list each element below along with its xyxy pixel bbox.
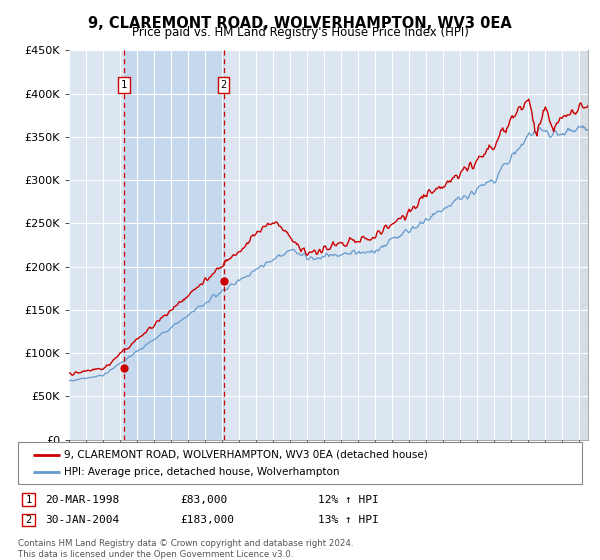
Text: 12% ↑ HPI: 12% ↑ HPI: [318, 494, 379, 505]
Text: 1: 1: [26, 494, 32, 505]
Text: 20-MAR-1998: 20-MAR-1998: [45, 494, 119, 505]
Bar: [580, 50, 588, 440]
Text: 9, CLAREMONT ROAD, WOLVERHAMPTON, WV3 0EA (detached house): 9, CLAREMONT ROAD, WOLVERHAMPTON, WV3 0E…: [64, 450, 428, 460]
Text: 2: 2: [220, 80, 227, 90]
Text: £83,000: £83,000: [180, 494, 227, 505]
Text: 13% ↑ HPI: 13% ↑ HPI: [318, 515, 379, 525]
Text: Contains HM Land Registry data © Crown copyright and database right 2024.
This d: Contains HM Land Registry data © Crown c…: [18, 539, 353, 559]
Text: 30-JAN-2004: 30-JAN-2004: [45, 515, 119, 525]
Text: Price paid vs. HM Land Registry's House Price Index (HPI): Price paid vs. HM Land Registry's House …: [131, 26, 469, 39]
Bar: [124, 50, 224, 440]
Text: 2: 2: [26, 515, 32, 525]
Text: 9, CLAREMONT ROAD, WOLVERHAMPTON, WV3 0EA: 9, CLAREMONT ROAD, WOLVERHAMPTON, WV3 0E…: [88, 16, 512, 31]
Text: 1: 1: [121, 80, 127, 90]
Text: £183,000: £183,000: [180, 515, 234, 525]
Text: HPI: Average price, detached house, Wolverhampton: HPI: Average price, detached house, Wolv…: [64, 466, 340, 477]
